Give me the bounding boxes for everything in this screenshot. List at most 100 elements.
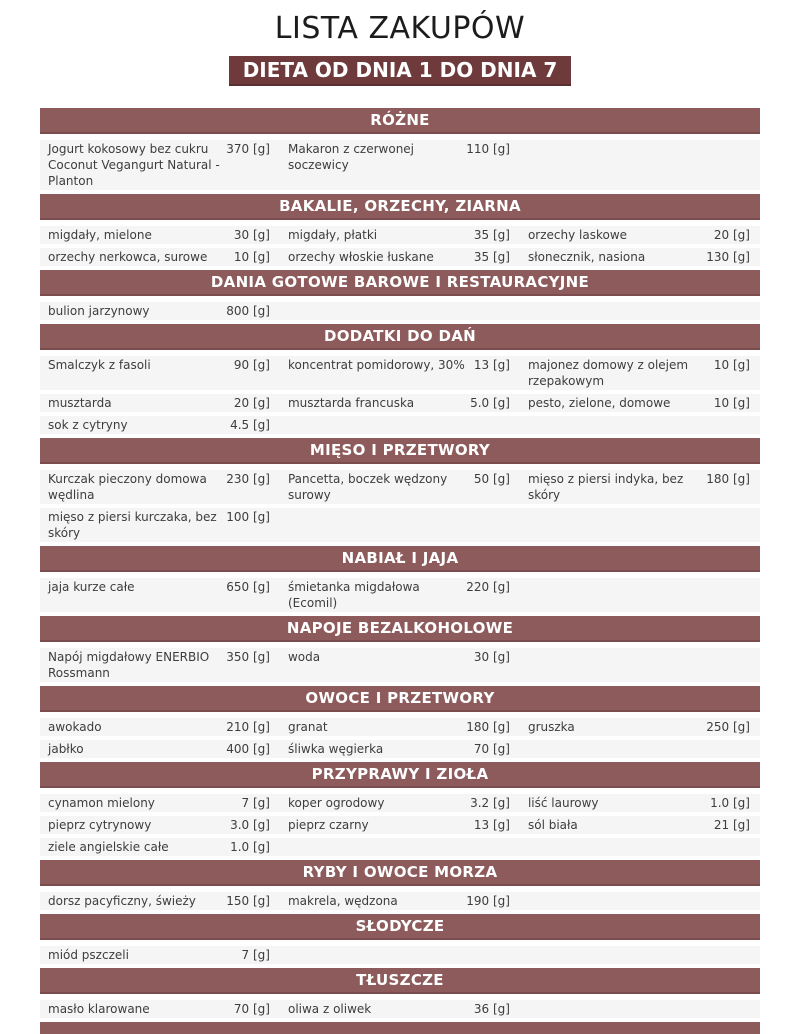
item-cell: orzechy nerkowca, surowe 10 [g] bbox=[40, 249, 280, 265]
truncated-next-section-wrap bbox=[40, 1022, 760, 1034]
item-cell: liść laurowy 1.0 [g] bbox=[520, 795, 760, 811]
item-row: Smalczyk z fasoli 90 [g] koncentrat pomido… bbox=[40, 356, 760, 390]
item-cell-empty bbox=[520, 741, 760, 757]
item-row: orzechy nerkowca, surowe 10 [g] orzechy wł… bbox=[40, 248, 760, 266]
item-quantity: 800 [g] bbox=[226, 304, 270, 318]
item-name: mięso z piersi indyka, bez skóry bbox=[527, 472, 684, 502]
item-name: pesto, zielone, domowe bbox=[527, 396, 671, 410]
item-cell-empty bbox=[520, 839, 760, 855]
category-title: OWOCE I PRZETWORY bbox=[305, 689, 495, 707]
item-row: masło klarowane 70 [g] oliwa z oliwek 36 [g… bbox=[40, 1000, 760, 1018]
category-header-band: DODATKI DO DAŃ bbox=[40, 324, 760, 350]
item-name: masło klarowane bbox=[48, 1002, 150, 1016]
item-quantity: 250 [g] bbox=[706, 720, 750, 734]
item-name: ziele angielskie całe bbox=[48, 840, 169, 854]
item-quantity: 130 [g] bbox=[706, 250, 750, 264]
item-quantity: 3.0 [g] bbox=[230, 818, 270, 832]
category-header-band: RYBY I OWOCE MORZA bbox=[40, 860, 760, 886]
truncated-next-section-band bbox=[40, 1022, 760, 1034]
category-title: BAKALIE, ORZECHY, ZIARNA bbox=[279, 197, 521, 215]
item-row: dorsz pacyficzny, świeży 150 [g] makrela, … bbox=[40, 892, 760, 910]
item-cell-empty bbox=[280, 303, 520, 319]
item-name: bulion jarzynowy bbox=[48, 304, 150, 318]
category-section: MIĘSO I PRZETWORY Kurczak pieczony domow… bbox=[40, 438, 760, 542]
item-quantity: 70 [g] bbox=[233, 1002, 270, 1016]
category-section: RÓŻNE Jogurt kokosowy bez cukru Coconut … bbox=[40, 108, 760, 190]
item-name: Kurczak pieczony domowa wędlina bbox=[48, 472, 207, 502]
item-name: koncentrat pomidorowy, 30% bbox=[287, 358, 465, 372]
item-cell: makrela, wędzona 190 [g] bbox=[280, 893, 520, 909]
category-rows: masło klarowane 70 [g] oliwa z oliwek 36 [g… bbox=[40, 1000, 760, 1018]
item-cell: orzechy laskowe 20 [g] bbox=[520, 227, 760, 243]
item-cell: pieprz cytrynowy 3.0 [g] bbox=[40, 817, 280, 833]
category-header-band: NABIAŁ I JAJA bbox=[40, 546, 760, 572]
item-cell-empty bbox=[520, 303, 760, 319]
item-cell: cynamon mielony 7 [g] bbox=[40, 795, 280, 811]
item-cell: bulion jarzynowy 800 [g] bbox=[40, 303, 280, 319]
item-name: oliwa z oliwek bbox=[287, 1002, 372, 1016]
item-quantity: 370 [g] bbox=[226, 142, 270, 156]
item-quantity: 50 [g] bbox=[473, 472, 510, 486]
item-quantity: 7 [g] bbox=[241, 796, 270, 810]
item-row: jabłko 400 [g] śliwka węgierka 70 [g] bbox=[40, 740, 760, 758]
category-rows: dorsz pacyficzny, świeży 150 [g] makrela, … bbox=[40, 892, 760, 910]
item-cell-empty bbox=[520, 141, 760, 189]
item-cell-empty bbox=[520, 417, 760, 433]
item-name: mięso z piersi kurczaka, bez skóry bbox=[48, 510, 217, 540]
category-rows: Smalczyk z fasoli 90 [g] koncentrat pomido… bbox=[40, 356, 760, 434]
category-header-band: TŁUSZCZE bbox=[40, 968, 760, 994]
category-rows: Napój migdałowy ENERBIO Rossmann 350 [g] w… bbox=[40, 648, 760, 682]
item-quantity: 10 [g] bbox=[233, 250, 270, 264]
category-title: SŁODYCZE bbox=[355, 917, 445, 935]
item-row: bulion jarzynowy 800 [g] bbox=[40, 302, 760, 320]
item-cell: Smalczyk z fasoli 90 [g] bbox=[40, 357, 280, 389]
category-title: PRZYPRAWY I ZIOŁA bbox=[311, 765, 489, 783]
item-cell: woda 30 [g] bbox=[280, 649, 520, 681]
item-cell: Makaron z czerwonej soczewicy 110 [g] bbox=[280, 141, 520, 189]
item-cell: jaja kurze całe 650 [g] bbox=[40, 579, 280, 611]
category-section: BAKALIE, ORZECHY, ZIARNA migdały, mielon… bbox=[40, 194, 760, 266]
item-cell: ziele angielskie całe 1.0 [g] bbox=[40, 839, 280, 855]
item-quantity: 400 [g] bbox=[226, 742, 270, 756]
item-cell-empty bbox=[280, 509, 520, 541]
item-cell: Napój migdałowy ENERBIO Rossmann 350 [g] bbox=[40, 649, 280, 681]
item-quantity: 20 [g] bbox=[233, 396, 270, 410]
category-rows: migdały, mielone 30 [g] migdały, płatki 35 … bbox=[40, 226, 760, 266]
category-header-band: RÓŻNE bbox=[40, 108, 760, 134]
item-quantity: 650 [g] bbox=[226, 580, 270, 594]
item-name: sok z cytryny bbox=[48, 418, 128, 432]
item-quantity: 10 [g] bbox=[713, 396, 750, 410]
item-cell: śliwka węgierka 70 [g] bbox=[280, 741, 520, 757]
item-name: śmietanka migdałowa (Ecomil) bbox=[287, 580, 420, 610]
item-row: musztarda 20 [g] musztarda francuska 5.0 [g… bbox=[40, 394, 760, 412]
item-quantity: 13 [g] bbox=[473, 818, 510, 832]
item-cell: orzechy włoskie łuskane 35 [g] bbox=[280, 249, 520, 265]
category-header-band: SŁODYCZE bbox=[40, 914, 760, 940]
item-name: dorsz pacyficzny, świeży bbox=[48, 894, 196, 908]
item-cell-empty bbox=[280, 947, 520, 963]
item-name: migdały, mielone bbox=[48, 228, 152, 242]
item-name: musztarda bbox=[48, 396, 112, 410]
page-title: LISTA ZAKUPÓW bbox=[274, 11, 526, 46]
category-section: TŁUSZCZE masło klarowane 70 [g] oliwa z ol… bbox=[40, 968, 760, 1018]
category-rows: bulion jarzynowy 800 [g] bbox=[40, 302, 760, 320]
item-quantity: 7 [g] bbox=[241, 948, 270, 962]
item-name: Makaron z czerwonej soczewicy bbox=[287, 142, 415, 172]
item-quantity: 350 [g] bbox=[226, 650, 270, 664]
item-cell: migdały, mielone 30 [g] bbox=[40, 227, 280, 243]
item-quantity: 4.5 [g] bbox=[230, 418, 270, 432]
item-cell: granat 180 [g] bbox=[280, 719, 520, 735]
item-name: awokado bbox=[48, 720, 102, 734]
item-quantity: 30 [g] bbox=[233, 228, 270, 242]
category-section: SŁODYCZE miód pszczeli 7 [g] bbox=[40, 914, 760, 964]
item-quantity: 180 [g] bbox=[466, 720, 510, 734]
item-quantity: 10 [g] bbox=[713, 358, 750, 372]
item-name: Smalczyk z fasoli bbox=[48, 358, 151, 372]
item-name: pieprz cytrynowy bbox=[48, 818, 152, 832]
item-quantity: 230 [g] bbox=[226, 472, 270, 486]
category-rows: Kurczak pieczony domowa wędlina 230 [g] Pa… bbox=[40, 470, 760, 542]
category-title: DODATKI DO DAŃ bbox=[324, 327, 476, 345]
item-cell: majonez domowy z olejem rzepakowym 10 [g] bbox=[520, 357, 760, 389]
item-cell: śmietanka migdałowa (Ecomil) 220 [g] bbox=[280, 579, 520, 611]
category-rows: Jogurt kokosowy bez cukru Coconut Vegang… bbox=[40, 140, 760, 190]
